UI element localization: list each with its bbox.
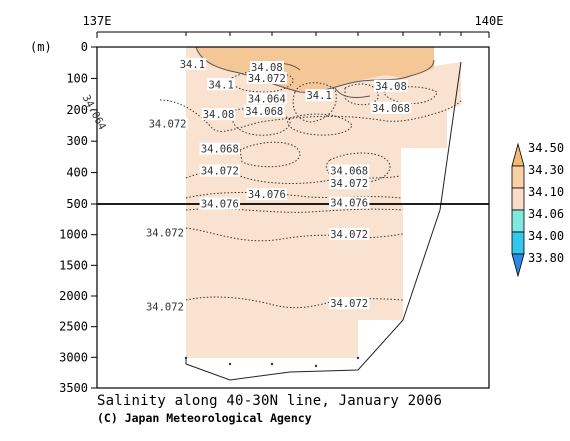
salinity-field-lower: [186, 204, 403, 358]
contour-label-bg: [249, 60, 284, 73]
bottom-topography: [185, 61, 462, 381]
contour-label: 34.068: [372, 103, 410, 115]
contour-label: 34.1: [180, 59, 205, 71]
y-tick-label: 400: [66, 166, 88, 180]
contour-label: 34.072: [201, 166, 239, 178]
contour-label-bg: [328, 227, 370, 240]
contour-label: 34.072: [146, 228, 184, 240]
contour-label-bg: [207, 78, 235, 91]
colorbar-level-label: 34.00: [528, 229, 564, 243]
contour-label: 34.068: [201, 144, 239, 156]
colorbar-level-label: 34.30: [528, 163, 564, 177]
contour-label-bg: [144, 226, 186, 239]
contour-label: 34.064: [248, 93, 286, 105]
station-ticks: [185, 32, 462, 36]
y-tick-label: 1500: [59, 258, 88, 272]
colorbar-swatch: [511, 209, 525, 233]
colorbar-level-label: 33.80: [528, 251, 564, 265]
contour-label-bg: [244, 104, 285, 117]
colorbar-over-triangle: [511, 142, 525, 167]
y-tick-label: 3000: [59, 350, 88, 364]
contour-labels: 34.134.134.0834.07234.06434.06834.0834.1…: [80, 57, 412, 313]
contour-label: 34.072: [330, 178, 368, 190]
chart-title: Salinity along 40-30N line, January 2006: [97, 393, 443, 409]
contour-label: 34.1: [306, 90, 331, 102]
colorbar-level-label: 34.06: [528, 207, 564, 221]
contour-label-bg: [144, 300, 186, 313]
colorbar-swatch: [511, 231, 525, 255]
contour-label: 34.072: [330, 298, 368, 310]
y-axis-label: (m): [30, 40, 52, 54]
contour-label-bg: [305, 89, 333, 102]
contour-label: 34.072: [146, 301, 184, 313]
y-tick-label: 2000: [59, 289, 88, 303]
colorbar-level-label: 34.50: [528, 141, 564, 155]
contour-label-bg: [328, 196, 370, 209]
contour-label: 34.072: [149, 119, 187, 131]
y-tick-label: 300: [66, 134, 88, 148]
contour-label-bg: [370, 101, 412, 114]
colorbar-under-triangle: [511, 253, 525, 278]
contour-label: 34.076: [248, 189, 286, 201]
contour-label: 34.068: [245, 106, 283, 118]
contour-label-bg: [328, 164, 370, 177]
contour-label-bg: [199, 142, 241, 155]
contour-label-bg: [328, 177, 370, 190]
x-tick-140e: 140E: [475, 14, 504, 28]
contour-label-bg: [246, 92, 288, 105]
colorbar-level-label: 34.10: [528, 185, 564, 199]
y-tick-label: 3500: [59, 381, 88, 395]
contour-label-bg: [374, 79, 408, 92]
top-axis-ticks: [96, 32, 490, 38]
station-markers: [184, 356, 360, 368]
contour-label: 34.072: [248, 73, 286, 85]
chart-credit: (C) Japan Meteorological Agency: [97, 411, 312, 425]
contour-label-bg: [201, 108, 236, 121]
contour-label-bg: [199, 197, 241, 210]
contour-label: 34.072: [330, 229, 368, 241]
y-tick-label: 100: [66, 71, 88, 85]
y-tick-label: 200: [66, 103, 88, 117]
contour-label-bg: [246, 71, 288, 84]
colorbar-swatch: [511, 187, 525, 211]
colorbar-swatch: [511, 165, 525, 189]
contour-label-bg: [328, 297, 370, 310]
y-axis-labels: 0 100 200 300 400 500 1000 1500 2000 2500 3000 3500: [59, 40, 88, 395]
x-tick-137e: 137E: [83, 14, 112, 28]
colorbar: 34.50 34.30 34.10 34.06 34.00 33.80: [511, 141, 564, 278]
contour-label: 34.08: [375, 81, 407, 93]
contour-label: 34.1: [208, 79, 233, 91]
contour-label-bg: [178, 57, 207, 70]
contour-label: 34.076: [330, 198, 368, 210]
y-tick-label: 1000: [59, 228, 88, 242]
y-axis-ticks: [91, 46, 97, 389]
contour-label: 34.08: [251, 62, 283, 74]
y-tick-label: 0: [81, 40, 88, 54]
contour-label-bg: [246, 188, 288, 201]
plot-frame: [96, 46, 490, 389]
contour-label-bg: [199, 164, 241, 177]
contour-label: 34.068: [330, 166, 368, 178]
contour-label-bg: [147, 117, 188, 130]
salinity-field-high: [196, 47, 434, 92]
contour-label: 34.076: [201, 199, 239, 211]
y-tick-label: 500: [66, 197, 88, 211]
contour-label: 34.08: [203, 109, 235, 121]
y-tick-label: 2500: [59, 320, 88, 334]
